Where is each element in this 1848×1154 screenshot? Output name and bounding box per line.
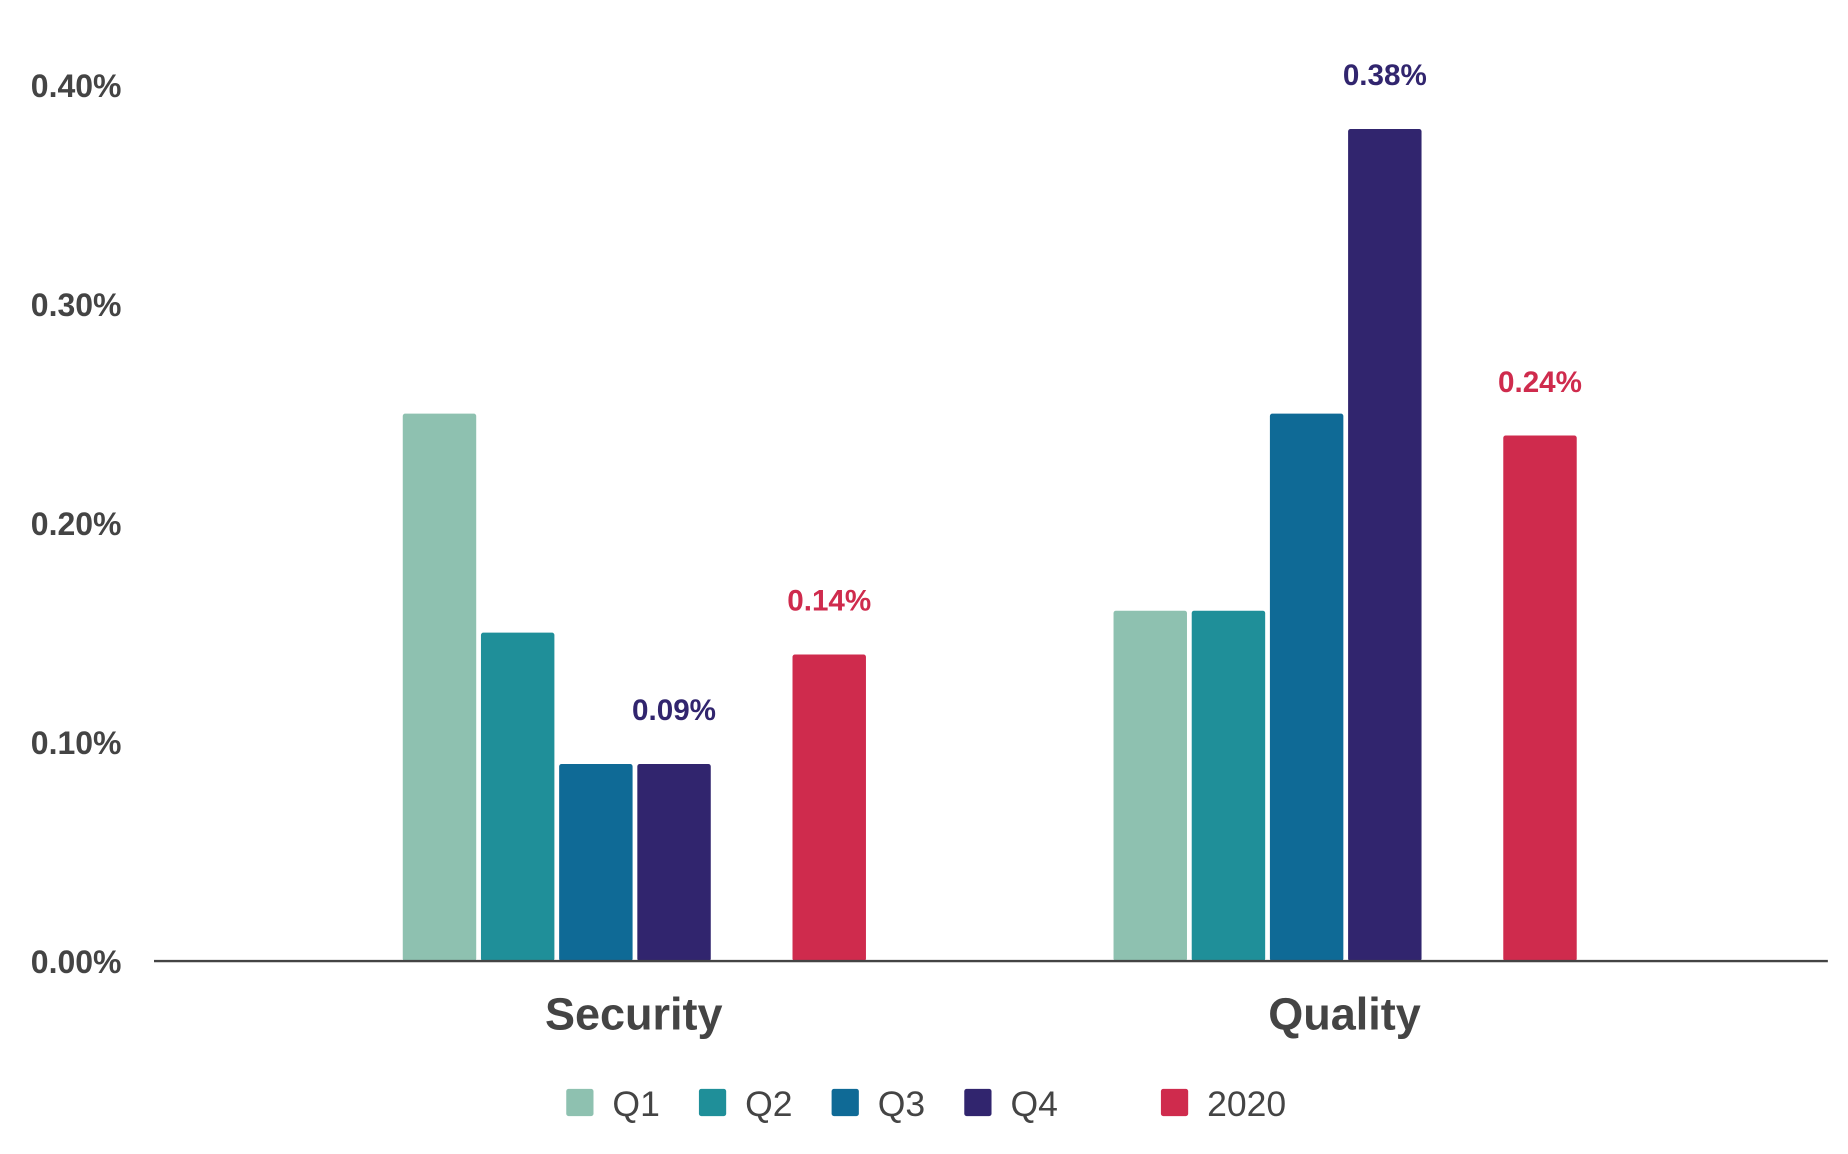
legend-swatch-q4 — [964, 1088, 992, 1117]
y-tick-label: 0.00% — [31, 944, 122, 980]
y-tick-label: 0.20% — [31, 506, 122, 542]
x-axis: Security Quality — [545, 989, 1421, 1040]
bar-q4-quality — [1348, 129, 1422, 962]
legend-label: Q4 — [1010, 1084, 1057, 1124]
data-label: 0.14% — [787, 585, 871, 618]
y-tick-label: 0.10% — [31, 725, 122, 761]
y-tick-label: 0.30% — [31, 287, 122, 323]
legend-swatch-2020 — [1160, 1088, 1189, 1117]
data-label: 0.24% — [1498, 366, 1582, 399]
bar-2020-security — [792, 654, 866, 962]
data-labels: 0.09% 0.14% 0.38% 0.24% — [632, 59, 1582, 727]
legend-label: Q3 — [878, 1084, 925, 1124]
data-label: 0.09% — [632, 694, 716, 727]
bar-q2-quality — [1191, 610, 1266, 962]
category-label: Quality — [1268, 989, 1421, 1040]
bar-q1-quality — [1113, 610, 1187, 962]
legend-label: Q2 — [745, 1084, 792, 1124]
category-label: Security — [545, 989, 723, 1040]
bar-q2-security — [480, 632, 555, 962]
legend-swatch-q3 — [831, 1088, 859, 1117]
legend-swatch-q2 — [698, 1088, 727, 1117]
bar-q4-security — [637, 764, 711, 962]
legend-label: 2020 — [1207, 1084, 1286, 1124]
legend: Q1 Q2 Q3 Q4 2020 — [566, 1084, 1286, 1124]
legend-swatch-q1 — [566, 1088, 594, 1117]
y-axis: 0.00% 0.10% 0.20% 0.30% 0.40% — [31, 68, 122, 980]
data-label: 0.38% — [1343, 59, 1427, 92]
bar-q3-quality — [1269, 413, 1344, 962]
y-tick-label: 0.40% — [31, 68, 122, 104]
bar-q3-security — [559, 764, 633, 962]
legend-label: Q1 — [612, 1084, 659, 1124]
bars — [402, 129, 1577, 962]
bar-q1-security — [402, 413, 477, 962]
bar-2020-quality — [1503, 435, 1577, 962]
